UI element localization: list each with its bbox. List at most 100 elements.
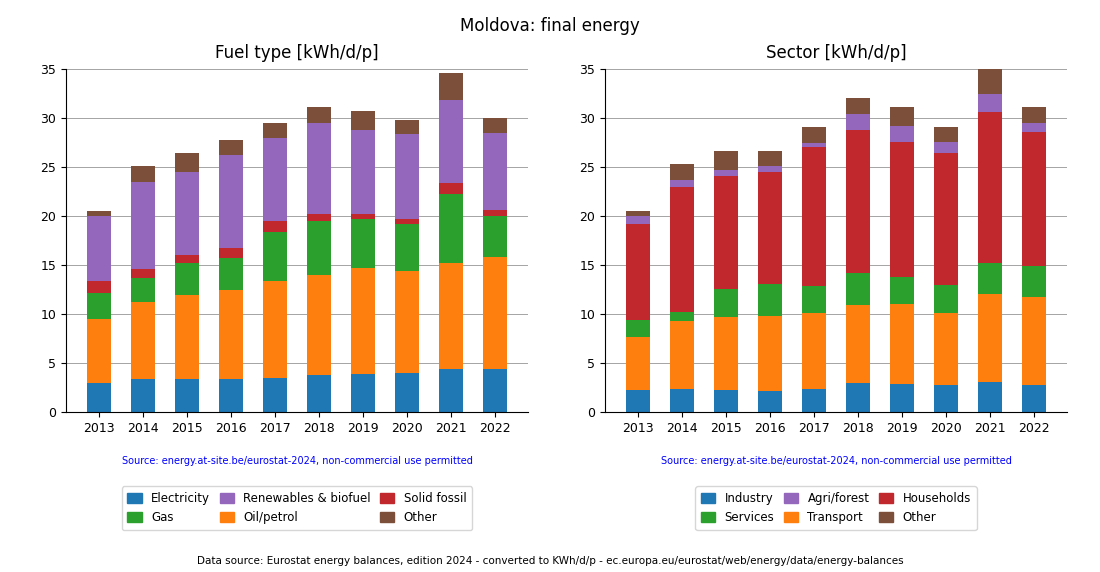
Bar (395, 271, 419, 372)
Bar (758, 284, 782, 316)
Bar (87, 281, 111, 293)
Bar (890, 142, 914, 276)
Bar (483, 133, 507, 210)
Bar (175, 172, 199, 255)
Bar (439, 100, 463, 184)
Bar (483, 369, 507, 412)
Bar (87, 216, 111, 281)
Bar (219, 140, 243, 155)
Bar (978, 294, 1002, 383)
Bar (219, 155, 243, 248)
Bar (219, 248, 243, 258)
Bar (626, 224, 650, 320)
Bar (626, 216, 650, 224)
Bar (978, 383, 1002, 412)
Bar (758, 151, 782, 166)
Bar (1022, 122, 1046, 132)
Bar (626, 211, 650, 216)
Bar (1022, 386, 1046, 412)
Bar (846, 114, 870, 130)
Bar (890, 304, 914, 384)
Text: Moldova: final energy: Moldova: final energy (460, 17, 640, 35)
Bar (175, 295, 199, 379)
Bar (131, 379, 155, 412)
Bar (670, 187, 694, 312)
Bar (802, 313, 826, 390)
Bar (846, 305, 870, 383)
Bar (846, 383, 870, 412)
Bar (890, 107, 914, 126)
Bar (714, 390, 738, 412)
Bar (670, 164, 694, 180)
Bar (395, 134, 419, 219)
Bar (351, 219, 375, 268)
Bar (175, 153, 199, 172)
Bar (263, 281, 287, 378)
Bar (626, 390, 650, 412)
Bar (758, 172, 782, 284)
Bar (846, 98, 870, 114)
Bar (483, 216, 507, 257)
Bar (714, 317, 738, 390)
Bar (307, 221, 331, 275)
Bar (307, 122, 331, 214)
Bar (802, 143, 826, 147)
Bar (351, 268, 375, 374)
Title: Fuel type [kWh/d/p]: Fuel type [kWh/d/p] (216, 43, 378, 62)
Bar (890, 276, 914, 304)
Bar (934, 285, 958, 313)
Bar (934, 142, 958, 153)
Bar (802, 287, 826, 313)
Bar (131, 277, 155, 302)
Bar (87, 211, 111, 216)
Bar (395, 372, 419, 412)
Bar (263, 221, 287, 232)
Bar (846, 130, 870, 273)
Bar (175, 379, 199, 412)
Bar (439, 184, 463, 194)
Bar (846, 273, 870, 305)
Bar (483, 210, 507, 216)
Bar (219, 258, 243, 290)
Bar (395, 219, 419, 224)
Bar (758, 391, 782, 412)
Bar (626, 337, 650, 390)
Bar (263, 138, 287, 221)
Bar (1022, 132, 1046, 266)
Bar (351, 111, 375, 130)
Bar (439, 73, 463, 100)
Bar (395, 120, 419, 134)
Bar (1022, 266, 1046, 297)
Bar (978, 263, 1002, 294)
Bar (934, 386, 958, 412)
Bar (87, 383, 111, 412)
Bar (263, 232, 287, 281)
Legend: Industry, Services, Agri/forest, Transport, Households, Other: Industry, Services, Agri/forest, Transpo… (695, 486, 977, 530)
Bar (351, 130, 375, 214)
Bar (87, 293, 111, 319)
Bar (934, 313, 958, 386)
Bar (890, 384, 914, 412)
Bar (307, 107, 331, 122)
Bar (219, 290, 243, 379)
Bar (626, 320, 650, 337)
Bar (87, 319, 111, 383)
Text: Data source: Eurostat energy balances, edition 2024 - converted to KWh/d/p - ec.: Data source: Eurostat energy balances, e… (197, 557, 903, 566)
Bar (131, 302, 155, 379)
Bar (263, 122, 287, 138)
Bar (131, 182, 155, 269)
Bar (1022, 107, 1046, 122)
Bar (175, 263, 199, 295)
Bar (934, 153, 958, 285)
Bar (802, 128, 826, 143)
Bar (714, 151, 738, 170)
Bar (219, 379, 243, 412)
Bar (978, 94, 1002, 112)
Bar (978, 67, 1002, 94)
Text: Source: energy.at-site.be/eurostat-2024, non-commercial use permitted: Source: energy.at-site.be/eurostat-2024,… (661, 456, 1011, 466)
Bar (670, 180, 694, 187)
Bar (307, 275, 331, 375)
Bar (802, 147, 826, 287)
Bar (439, 369, 463, 412)
Bar (670, 390, 694, 412)
